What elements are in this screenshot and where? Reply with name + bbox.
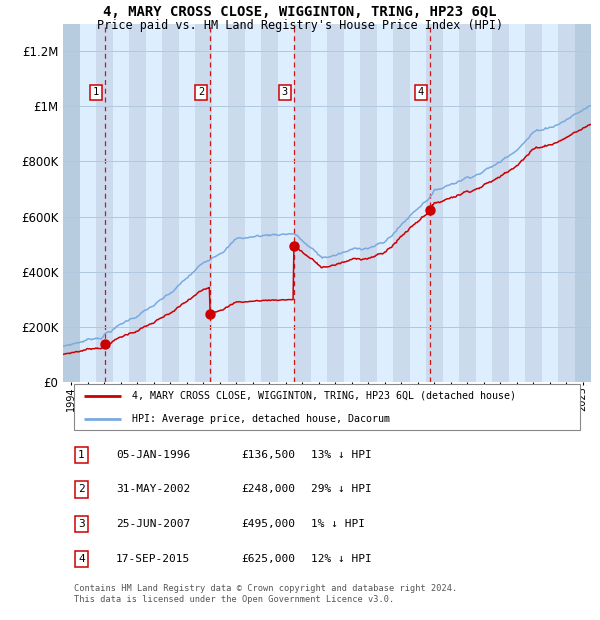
Bar [343,24,360,382]
Text: £625,000: £625,000 [241,554,295,564]
Bar [558,24,575,382]
Bar [409,24,426,382]
Text: 31-MAY-2002: 31-MAY-2002 [116,484,190,494]
Bar [277,24,294,382]
Bar [96,24,113,382]
Text: 13% ↓ HPI: 13% ↓ HPI [311,450,372,460]
Text: £248,000: £248,000 [241,484,295,494]
FancyBboxPatch shape [74,384,580,430]
Text: 4: 4 [78,554,85,564]
Text: 17-SEP-2015: 17-SEP-2015 [116,554,190,564]
Text: £136,500: £136,500 [241,450,295,460]
Text: 12% ↓ HPI: 12% ↓ HPI [311,554,372,564]
Bar [443,24,459,382]
Text: HPI: Average price, detached house, Dacorum: HPI: Average price, detached house, Daco… [131,414,389,423]
Bar [228,24,245,382]
Bar [294,24,311,382]
Text: 4, MARY CROSS CLOSE, WIGGINTON, TRING, HP23 6QL: 4, MARY CROSS CLOSE, WIGGINTON, TRING, H… [103,5,497,19]
Bar [575,24,591,382]
Bar [146,24,162,382]
Text: 29% ↓ HPI: 29% ↓ HPI [311,484,372,494]
Bar [261,24,277,382]
Bar [162,24,179,382]
Text: 2: 2 [198,87,204,97]
Bar [426,24,443,382]
Bar [129,24,146,382]
Bar [63,24,79,382]
Text: 4, MARY CROSS CLOSE, WIGGINTON, TRING, HP23 6QL (detached house): 4, MARY CROSS CLOSE, WIGGINTON, TRING, H… [131,391,515,401]
Text: 4: 4 [418,87,424,97]
Bar [509,24,525,382]
Bar [245,24,261,382]
Bar [327,24,343,382]
Text: Price paid vs. HM Land Registry's House Price Index (HPI): Price paid vs. HM Land Registry's House … [97,19,503,32]
Bar [63,24,79,382]
Bar [195,24,212,382]
Bar [575,24,591,382]
Bar [476,24,492,382]
Bar [360,24,377,382]
Bar [311,24,327,382]
Bar [79,24,96,382]
Text: £495,000: £495,000 [241,519,295,529]
Bar [542,24,558,382]
Text: 1% ↓ HPI: 1% ↓ HPI [311,519,365,529]
Text: 3: 3 [78,519,85,529]
Bar [179,24,195,382]
Text: Contains HM Land Registry data © Crown copyright and database right 2024.
This d: Contains HM Land Registry data © Crown c… [74,585,457,604]
Text: 1: 1 [78,450,85,460]
Bar [492,24,509,382]
Bar [113,24,129,382]
Text: 1: 1 [92,87,99,97]
Text: 3: 3 [281,87,288,97]
Text: 05-JAN-1996: 05-JAN-1996 [116,450,190,460]
Text: 2: 2 [78,484,85,494]
Bar [525,24,542,382]
Bar [212,24,228,382]
Bar [377,24,393,382]
Bar [393,24,409,382]
Bar [459,24,476,382]
Text: 25-JUN-2007: 25-JUN-2007 [116,519,190,529]
